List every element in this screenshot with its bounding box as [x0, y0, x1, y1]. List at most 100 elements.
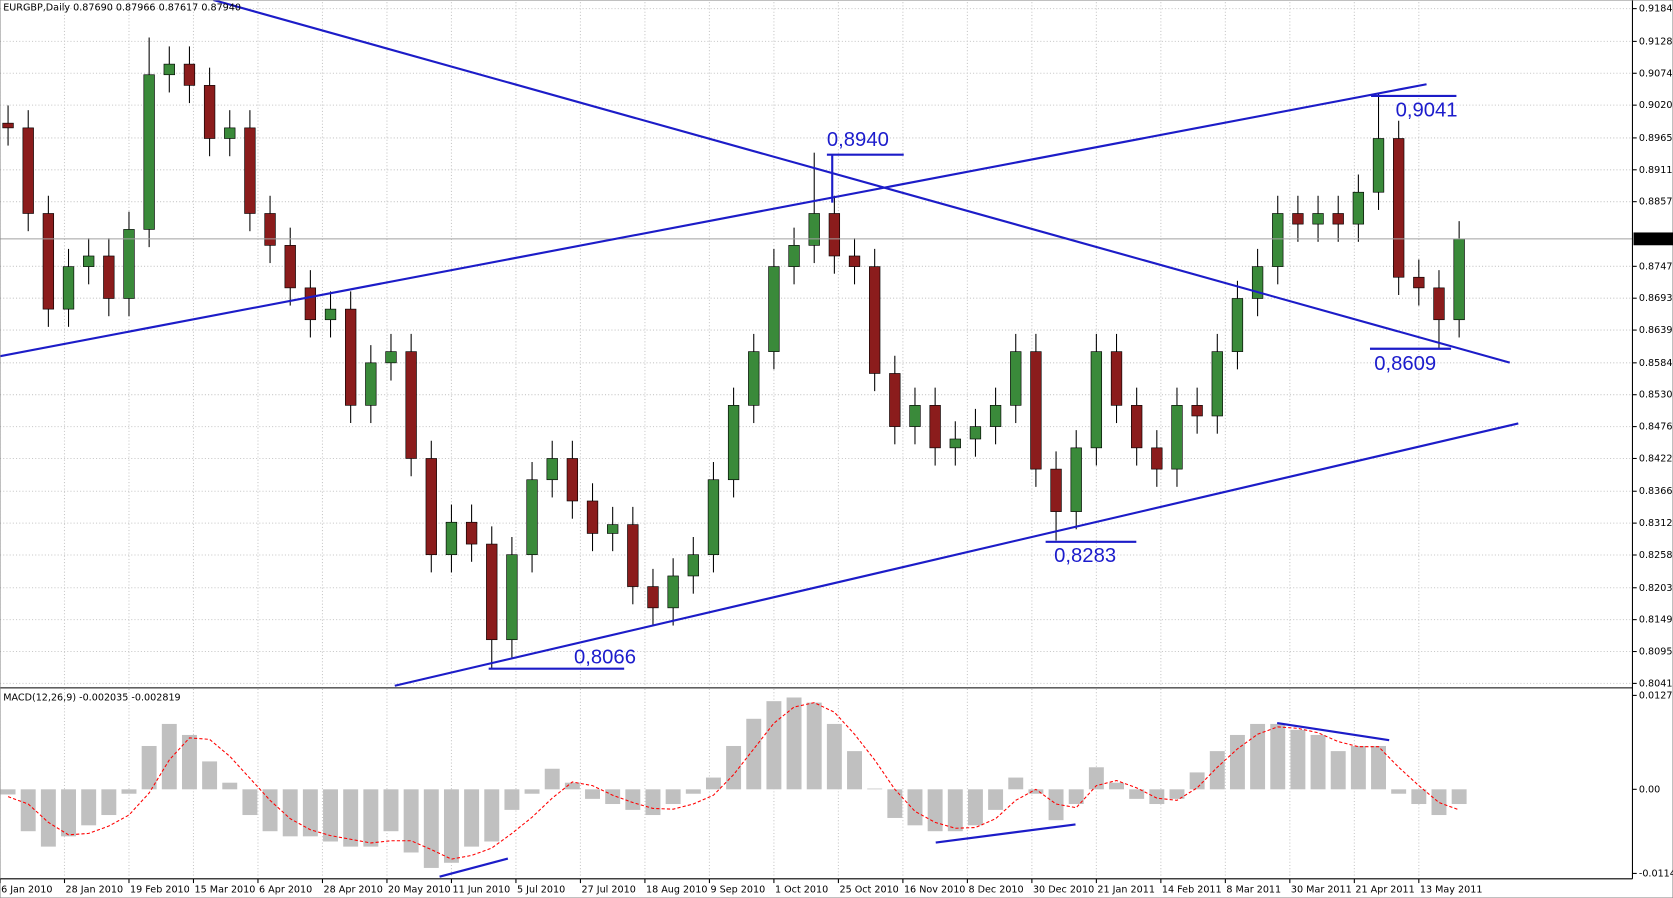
macd-bar [645, 789, 661, 816]
x-tick-label: 25 Oct 2010 [839, 884, 898, 895]
y-tick-label: 0.91285 [1639, 36, 1673, 47]
macd-bar [685, 789, 701, 794]
x-tick-label: 1 Oct 2010 [775, 884, 828, 895]
macd-bar [1209, 751, 1225, 790]
macd-bar [1048, 789, 1064, 821]
macd-bar [403, 789, 419, 853]
candle-body [264, 213, 276, 246]
candle-body [1352, 191, 1365, 225]
y-tick-label: 0.012785 [1639, 690, 1673, 701]
macd-bar [605, 789, 621, 805]
candle-body [586, 500, 599, 534]
macd-bar [1250, 723, 1266, 790]
x-tick-label: 13 May 2011 [1420, 884, 1483, 895]
candle-body [284, 245, 296, 289]
macd-bar [484, 789, 500, 842]
macd-bar [61, 789, 76, 837]
x-tick-label: 27 Jul 2010 [581, 884, 635, 895]
macd-bar [786, 697, 802, 790]
candle-body [1231, 298, 1244, 352]
labels: 6 Jan 2010 28 Jan 2010 19 Feb 2010 15 Mar 2… [0, 4, 1673, 895]
macd-bar [242, 789, 258, 816]
candle-body [566, 458, 579, 502]
macd-bar [544, 768, 560, 790]
candle-body [1050, 468, 1062, 512]
y-tick-label: 0.83665 [1639, 486, 1673, 497]
macd-bar [383, 789, 399, 832]
macd-bar [1350, 745, 1366, 790]
macd-bar [1411, 789, 1427, 805]
macd-bar [907, 789, 923, 826]
candle-body [506, 554, 518, 641]
macd-bar [947, 789, 963, 832]
candle-body [869, 266, 881, 374]
x-tick-label: 6 Apr 2010 [259, 884, 312, 895]
macd-bar [847, 751, 862, 790]
macd-bar [988, 789, 1004, 810]
candle-body [969, 426, 982, 440]
candle-body [224, 127, 236, 139]
candle-body [1433, 287, 1445, 321]
macd-bar [1109, 782, 1124, 790]
candle-body [748, 351, 760, 406]
y-tick-label: -0.01145 [1639, 868, 1673, 879]
y-tick-label: 0.83125 [1639, 518, 1673, 529]
x-tick-label: 11 Jun 2010 [453, 884, 511, 895]
macd-bar [1371, 745, 1386, 790]
candle-body [1070, 447, 1082, 512]
candle-body [1090, 351, 1103, 449]
annotation: 0,8940 [827, 129, 889, 151]
macd-bar [282, 789, 298, 837]
candle-body [1191, 405, 1203, 417]
candle-body [1131, 405, 1143, 449]
candle-body [828, 213, 841, 257]
candle-body [768, 266, 780, 352]
y-tick-label: 0.90205 [1639, 100, 1673, 111]
macd-bar [423, 789, 439, 868]
current-price-box [1633, 232, 1673, 246]
macd-bar [585, 789, 600, 799]
macd-bar [363, 789, 379, 847]
candle-body [1372, 138, 1385, 193]
x-tick-label: 21 Jan 2011 [1097, 884, 1155, 895]
divergence-line [935, 823, 1076, 844]
x-tick-label: 8 Dec 2010 [968, 884, 1023, 895]
candle-body [1413, 276, 1425, 289]
candle-body [1292, 213, 1304, 225]
candle-body [103, 255, 115, 299]
candle-body [607, 524, 619, 534]
candle-body [324, 308, 337, 321]
macd-bar [1088, 767, 1104, 790]
y-tick-label: 0.90745 [1639, 68, 1673, 79]
macd-bar [262, 789, 278, 832]
candle-body [1453, 238, 1465, 321]
y-tick-label: 0.86935 [1639, 293, 1673, 304]
macd-bar [464, 789, 480, 847]
x-tick-label: 5 Jul 2010 [517, 884, 565, 895]
macd-bar [867, 788, 883, 790]
candle-body [1211, 351, 1223, 417]
candle-body [2, 122, 14, 129]
x-tick-label: 28 Apr 2010 [324, 884, 383, 895]
macd-bar [1189, 772, 1205, 790]
candle-body [465, 521, 478, 545]
candle-body [1110, 351, 1123, 406]
macd-bar [1431, 789, 1447, 816]
candle-body [1010, 351, 1022, 406]
macd-bar [665, 789, 681, 805]
candle-body [163, 63, 175, 76]
candle-body [203, 85, 216, 139]
x-tick-label: 21 Apr 2011 [1355, 884, 1414, 895]
y-tick-label: 0.86395 [1639, 325, 1673, 336]
candle-body [22, 127, 34, 214]
x-tick-label: 18 Aug 2010 [646, 884, 707, 895]
